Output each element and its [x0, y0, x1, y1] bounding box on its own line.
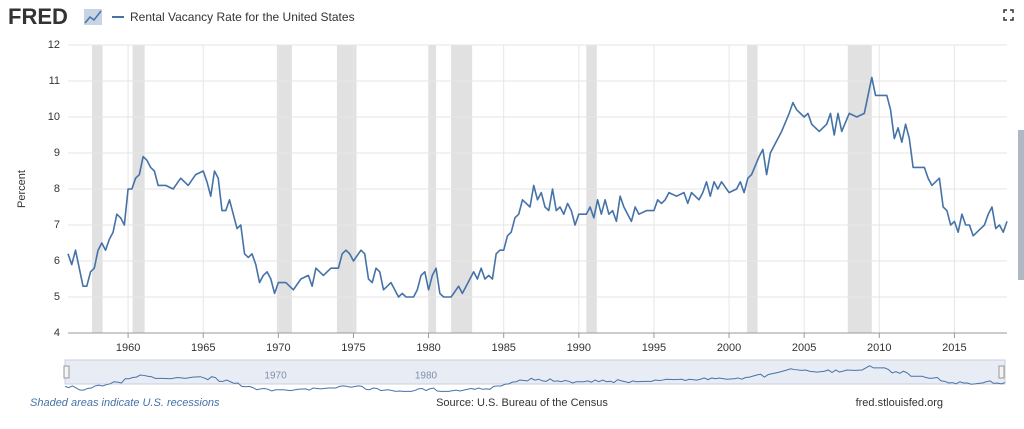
y-tick-label: 8 — [54, 183, 60, 195]
x-tick-label: 1995 — [642, 342, 666, 354]
y-tick-label: 9 — [54, 147, 60, 159]
plot-area: 4 5 6 7 8 9 10 11 12 1960 1965 1970 1975 1980 1985 1990… — [48, 39, 1008, 354]
navigator-tick-label: 1970 — [264, 371, 287, 382]
y-tick-label: 7 — [54, 219, 60, 231]
navigator-tick-label: 1980 — [415, 371, 438, 382]
logo-icon — [84, 9, 102, 25]
navigator-handle[interactable] — [998, 365, 1005, 379]
footer-site[interactable]: fred.stlouisfed.org — [856, 397, 943, 409]
x-tick-label: 2015 — [942, 342, 966, 354]
y-tick-label: 6 — [54, 255, 60, 267]
legend-label: Rental Vacancy Rate for the United State… — [130, 10, 355, 24]
x-tick-label: 1960 — [116, 342, 140, 354]
navigator-line — [64, 365, 1006, 392]
y-tick-label: 11 — [49, 75, 60, 87]
footer-note: Shaded areas indicate U.S. recessions — [30, 397, 220, 409]
y-tick-label: 5 — [54, 291, 60, 303]
y-axis-label: Percent — [16, 170, 28, 208]
footer-source: Source: U.S. Bureau of the Census — [436, 397, 608, 409]
expand-icon[interactable] — [1003, 9, 1014, 21]
y-tick-label: 10 — [48, 111, 60, 123]
scrollbar — [1018, 130, 1024, 280]
logo: FRED — [8, 4, 68, 29]
x-tick-label: 2010 — [867, 342, 891, 354]
x-tick-label: 1985 — [491, 342, 515, 354]
navigator-content: 1970 1980 — [63, 365, 1006, 392]
x-tick-label: 1965 — [191, 342, 215, 354]
y-tick-label: 4 — [54, 327, 60, 339]
x-tick-label: 1980 — [416, 342, 440, 354]
series-line — [67, 76, 1008, 298]
x-tick-label: 1990 — [567, 342, 591, 354]
x-tick-label: 1975 — [341, 342, 365, 354]
x-tick-label: 1970 — [266, 342, 290, 354]
navigator-handle[interactable] — [63, 365, 70, 379]
y-tick-label: 12 — [48, 39, 60, 51]
x-tick-label: 2000 — [717, 342, 741, 354]
x-tick-label: 2005 — [792, 342, 816, 354]
